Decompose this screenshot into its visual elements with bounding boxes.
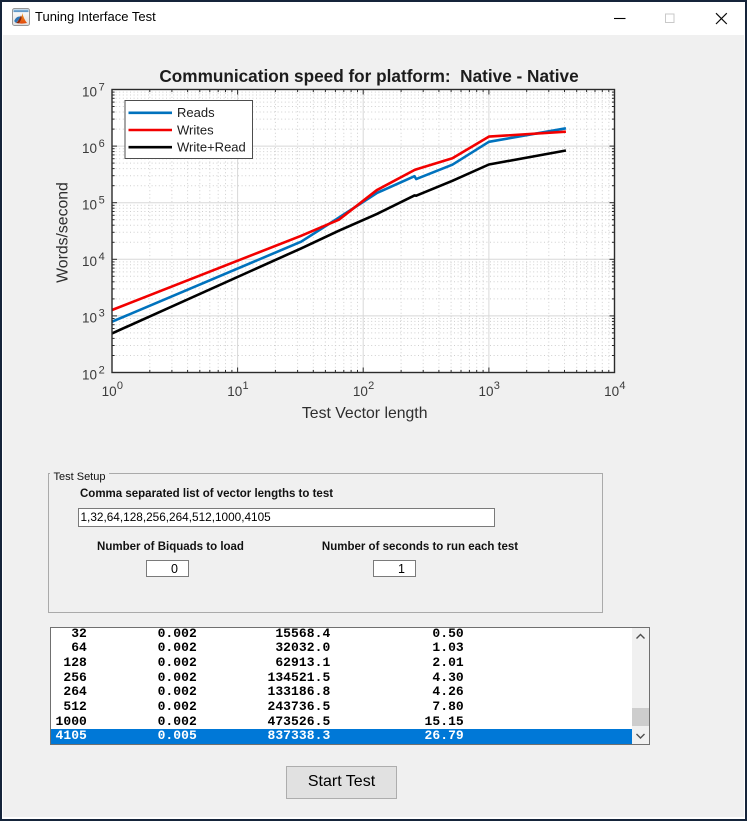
svg-text:10: 10 [82, 84, 97, 99]
svg-text:4: 4 [99, 251, 105, 263]
svg-text:10: 10 [102, 384, 117, 399]
svg-text:3: 3 [99, 308, 105, 320]
svg-text:Reads: Reads [177, 105, 215, 120]
svg-text:5: 5 [99, 195, 105, 207]
svg-text:0: 0 [117, 380, 123, 392]
svg-text:2: 2 [99, 364, 105, 376]
svg-text:4: 4 [619, 380, 625, 392]
svg-text:10: 10 [353, 384, 368, 399]
svg-text:Write+Read: Write+Read [177, 140, 246, 155]
svg-text:Words/second: Words/second [55, 182, 72, 283]
svg-text:Test Vector length: Test Vector length [302, 405, 428, 422]
svg-text:3: 3 [494, 380, 500, 392]
svg-text:10: 10 [227, 384, 242, 399]
svg-text:10: 10 [82, 198, 97, 213]
svg-text:10: 10 [82, 311, 97, 326]
svg-text:Writes: Writes [177, 122, 214, 137]
svg-text:10: 10 [479, 384, 494, 399]
svg-text:6: 6 [99, 138, 105, 150]
svg-text:7: 7 [99, 81, 105, 93]
svg-text:1: 1 [243, 380, 249, 392]
svg-text:Communication speed for platfo: Communication speed for platform: Native… [159, 66, 578, 86]
svg-text:10: 10 [604, 384, 619, 399]
svg-text:10: 10 [82, 141, 97, 156]
svg-text:10: 10 [82, 254, 97, 269]
svg-text:2: 2 [368, 380, 374, 392]
svg-text:10: 10 [82, 367, 97, 382]
